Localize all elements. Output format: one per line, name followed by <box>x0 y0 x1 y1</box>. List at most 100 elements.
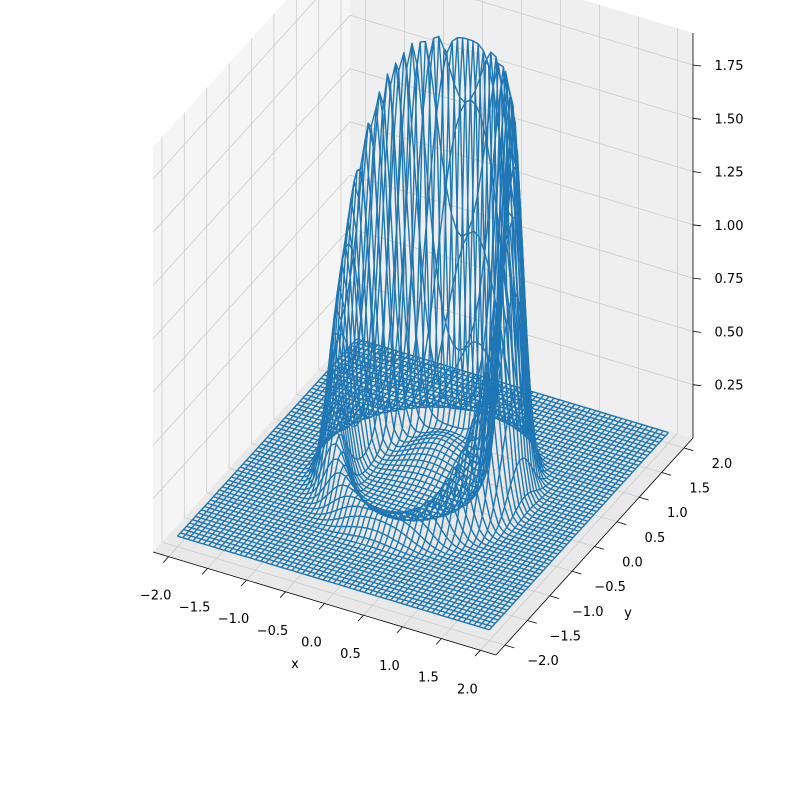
left-grid-z <box>152 121 351 340</box>
wire-line-x <box>260 122 441 562</box>
wire-line-x <box>338 40 519 585</box>
left-grid-z <box>152 0 317 180</box>
wire-line-x <box>410 216 592 607</box>
y-tick-label: 1.0 <box>667 506 688 521</box>
wire-line-x <box>301 37 482 575</box>
wire-line-x <box>312 48 493 578</box>
wire-line-x <box>187 341 368 540</box>
z-tick-label: 0.75 <box>715 272 744 287</box>
wire-line-x <box>306 35 488 576</box>
wire-line-x <box>244 333 425 557</box>
wire-line-x <box>275 62 456 567</box>
wire-line-x <box>353 60 534 590</box>
x-tick-label: −1.5 <box>179 600 211 615</box>
wire-line-x <box>478 428 659 628</box>
wire-line-x <box>249 242 430 559</box>
y-tick-label: 1.5 <box>689 482 710 497</box>
z-tick <box>692 277 702 280</box>
wire-line-x <box>192 343 373 542</box>
wire-line-x <box>202 346 384 545</box>
wire-line-x <box>452 421 633 620</box>
left-grid-z <box>152 174 351 393</box>
left-grid-z <box>152 68 351 286</box>
x-tick-label: 1.0 <box>379 659 400 674</box>
x-tick-label: −1.0 <box>218 612 250 627</box>
wire-line-x <box>348 50 529 589</box>
z-tick <box>692 331 702 333</box>
z-tick <box>692 224 702 227</box>
wire-line-x <box>176 338 358 537</box>
wire-line-x <box>317 40 498 579</box>
y-tick <box>504 644 515 649</box>
wire-line-x <box>208 347 389 546</box>
z-tick <box>692 117 702 120</box>
x-tick-label: 2.0 <box>457 682 478 697</box>
left-grid-z <box>152 281 351 499</box>
x-tick <box>357 614 364 622</box>
wire-line-x <box>280 52 462 568</box>
back-grid-z <box>475 0 694 66</box>
z-tick <box>692 171 702 173</box>
y-tick <box>683 447 694 452</box>
x-tick <box>435 638 442 645</box>
x-tick-label: −0.5 <box>257 624 289 639</box>
y-tick <box>639 496 649 501</box>
wire-line-x <box>265 91 446 564</box>
y-tick-label: 0.0 <box>622 556 643 571</box>
x-tick <box>162 556 169 563</box>
axis-ticks: −2.0−1.5−1.0−0.50.00.51.01.52.0−2.0−1.5−… <box>140 59 744 697</box>
wire-line-x <box>223 352 404 551</box>
wire-line-x <box>462 424 644 623</box>
y-tick <box>571 570 582 575</box>
z-tick-label: 1.25 <box>715 166 744 181</box>
x-tick <box>279 591 286 598</box>
back-grid-z <box>349 14 694 119</box>
wire-line-x <box>416 292 597 609</box>
wire-line-x <box>390 96 571 601</box>
y-tick <box>527 620 537 624</box>
left-grid-z <box>152 228 351 446</box>
wire-line-x <box>296 40 477 573</box>
wire-line-x <box>488 432 670 631</box>
wire-line-x <box>395 110 576 603</box>
z-tick-label: 1.00 <box>715 219 744 234</box>
wire-line-x <box>421 386 602 610</box>
z-tick <box>692 384 702 387</box>
y-tick-label: −2.0 <box>527 654 559 669</box>
wire-line-x <box>426 413 607 612</box>
x-tick-label: −2.0 <box>140 589 172 604</box>
x-tick-label: 0.0 <box>301 636 322 651</box>
wireframe-surface <box>176 35 670 631</box>
wire-line-x <box>291 41 472 571</box>
wire-line-x <box>213 349 394 548</box>
y-tick <box>549 595 560 599</box>
y-axis-label: y <box>624 606 632 621</box>
x-tick <box>474 650 481 657</box>
x-tick <box>396 626 403 634</box>
wire-line-x <box>457 422 638 621</box>
x-axis-label: x <box>291 657 299 672</box>
x-tick <box>318 603 325 610</box>
z-tick-label: 1.75 <box>715 59 744 74</box>
z-tick-label: 0.25 <box>715 379 744 394</box>
y-tick <box>616 521 627 525</box>
z-tick-label: 1.50 <box>715 112 744 127</box>
y-tick-label: 2.0 <box>712 457 733 472</box>
z-tick-label: 0.50 <box>715 325 744 340</box>
wire-line-x <box>322 37 503 581</box>
wire-line-x <box>483 430 664 629</box>
z-tick <box>692 64 702 67</box>
floor-grid-y <box>161 541 506 646</box>
y-tick-label: −0.5 <box>594 580 626 595</box>
y-tick <box>594 546 605 550</box>
wire-line-x <box>447 419 628 618</box>
y-tick <box>661 472 672 476</box>
wire-line-x <box>431 414 612 614</box>
x-tick <box>201 568 208 575</box>
y-tick-label: −1.0 <box>572 605 604 620</box>
x-tick <box>240 579 247 587</box>
x-tick-label: 0.5 <box>340 647 361 662</box>
x-tick-label: 1.5 <box>418 671 439 686</box>
y-tick-label: 0.5 <box>645 531 666 546</box>
